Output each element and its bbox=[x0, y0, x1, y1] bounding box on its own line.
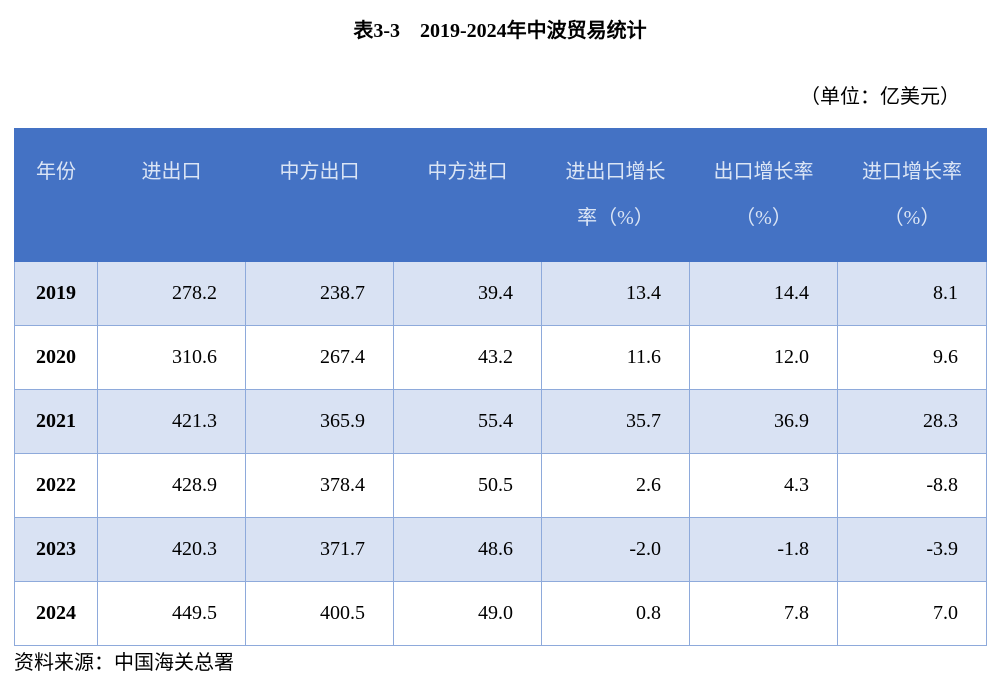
column-header: 中方出口 bbox=[245, 128, 394, 262]
value-cell: 28.3 bbox=[837, 389, 987, 454]
value-cell: 310.6 bbox=[97, 325, 246, 390]
value-cell: 7.8 bbox=[689, 581, 838, 646]
header-line: 进出口增长 bbox=[565, 161, 666, 183]
value-cell: 278.2 bbox=[97, 261, 246, 326]
header-line: 年份 bbox=[36, 161, 76, 183]
value-cell: 35.7 bbox=[541, 389, 690, 454]
column-header: 中方进口 bbox=[393, 128, 542, 262]
year-cell: 2023 bbox=[14, 517, 98, 582]
value-cell: 0.8 bbox=[541, 581, 690, 646]
value-cell: 13.4 bbox=[541, 261, 690, 326]
value-cell: 420.3 bbox=[97, 517, 246, 582]
value-cell: 14.4 bbox=[689, 261, 838, 326]
table-row: 2019 278.2 238.7 39.4 13.4 14.4 8.1 bbox=[14, 261, 987, 326]
value-cell: 49.0 bbox=[393, 581, 542, 646]
value-cell: 2.6 bbox=[541, 453, 690, 518]
header-line: 进口增长率 bbox=[862, 161, 962, 183]
value-cell: 400.5 bbox=[245, 581, 394, 646]
value-cell: 428.9 bbox=[97, 453, 246, 518]
value-cell: 238.7 bbox=[245, 261, 394, 326]
value-cell: 9.6 bbox=[837, 325, 987, 390]
header-line: 进出口 bbox=[141, 161, 202, 183]
table-title: 表3-3 2019-2024年中波贸易统计 bbox=[353, 20, 647, 42]
value-cell: 7.0 bbox=[837, 581, 987, 646]
column-header: 进口增长率 （%） bbox=[837, 128, 987, 262]
column-header: 进出口 bbox=[97, 128, 246, 262]
table-body: 2019 278.2 238.7 39.4 13.4 14.4 8.1 2020 310.6 26… bbox=[14, 261, 987, 646]
value-cell: 11.6 bbox=[541, 325, 690, 390]
year-cell: 2021 bbox=[14, 389, 98, 454]
table-row: 2020 310.6 267.4 43.2 11.6 12.0 9.6 bbox=[14, 325, 987, 390]
value-cell: 267.4 bbox=[245, 325, 394, 390]
value-cell: 12.0 bbox=[689, 325, 838, 390]
table-row: 2023 420.3 371.7 48.6 -2.0 -1.8 -3.9 bbox=[14, 517, 987, 582]
value-cell: -8.8 bbox=[837, 453, 987, 518]
value-cell: 55.4 bbox=[393, 389, 542, 454]
table-row: 2021 421.3 365.9 55.4 35.7 36.9 28.3 bbox=[14, 389, 987, 454]
year-cell: 2024 bbox=[14, 581, 98, 646]
column-header: 进出口增长率（%） bbox=[541, 128, 690, 262]
value-cell: 4.3 bbox=[689, 453, 838, 518]
value-cell: 365.9 bbox=[245, 389, 394, 454]
value-cell: 378.4 bbox=[245, 453, 394, 518]
header-line: （%） bbox=[735, 207, 792, 229]
table-row: 2024 449.5 400.5 49.0 0.8 7.8 7.0 bbox=[14, 581, 987, 646]
trade-table: 年份 进出口 中方出口 中方进口 进出口增长率（%） 出口增长率 （%） 进口增长率 （%） 2… bbox=[14, 128, 987, 646]
value-cell: 421.3 bbox=[97, 389, 246, 454]
value-cell: 371.7 bbox=[245, 517, 394, 582]
value-cell: -1.8 bbox=[689, 517, 838, 582]
source-note: 资料来源：中国海关总署 bbox=[14, 652, 234, 674]
year-cell: 2019 bbox=[14, 261, 98, 326]
value-cell: 449.5 bbox=[97, 581, 246, 646]
header-line: 中方出口 bbox=[279, 161, 360, 183]
value-cell: -2.0 bbox=[541, 517, 690, 582]
header-line: 出口增长率 bbox=[713, 161, 814, 183]
column-header: 年份 bbox=[14, 128, 98, 262]
value-cell: 48.6 bbox=[393, 517, 542, 582]
year-cell: 2020 bbox=[14, 325, 98, 390]
year-cell: 2022 bbox=[14, 453, 98, 518]
column-header: 出口增长率 （%） bbox=[689, 128, 838, 262]
value-cell: -3.9 bbox=[837, 517, 987, 582]
table-row: 2022 428.9 378.4 50.5 2.6 4.3 -8.8 bbox=[14, 453, 987, 518]
header-row: 年份 进出口 中方出口 中方进口 进出口增长率（%） 出口增长率 （%） 进口增长率 （%） bbox=[14, 128, 987, 262]
value-cell: 39.4 bbox=[393, 261, 542, 326]
header-line: 中方进口 bbox=[427, 161, 508, 183]
header-line: 率（%） bbox=[577, 207, 654, 229]
value-cell: 43.2 bbox=[393, 325, 542, 390]
value-cell: 36.9 bbox=[689, 389, 838, 454]
value-cell: 50.5 bbox=[393, 453, 542, 518]
unit-note: （单位：亿美元） bbox=[800, 86, 960, 108]
value-cell: 8.1 bbox=[837, 261, 987, 326]
header-line: （%） bbox=[883, 207, 941, 229]
